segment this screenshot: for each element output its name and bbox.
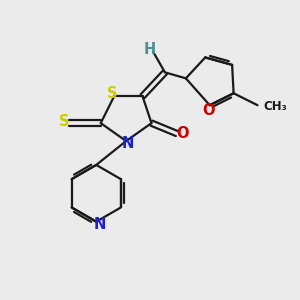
Text: O: O	[202, 103, 214, 118]
Text: H: H	[144, 42, 156, 57]
Text: O: O	[176, 126, 188, 141]
Text: N: N	[122, 136, 134, 151]
Text: CH₃: CH₃	[263, 100, 286, 113]
Text: S: S	[59, 114, 69, 129]
Text: N: N	[94, 217, 106, 232]
Text: S: S	[106, 86, 117, 101]
